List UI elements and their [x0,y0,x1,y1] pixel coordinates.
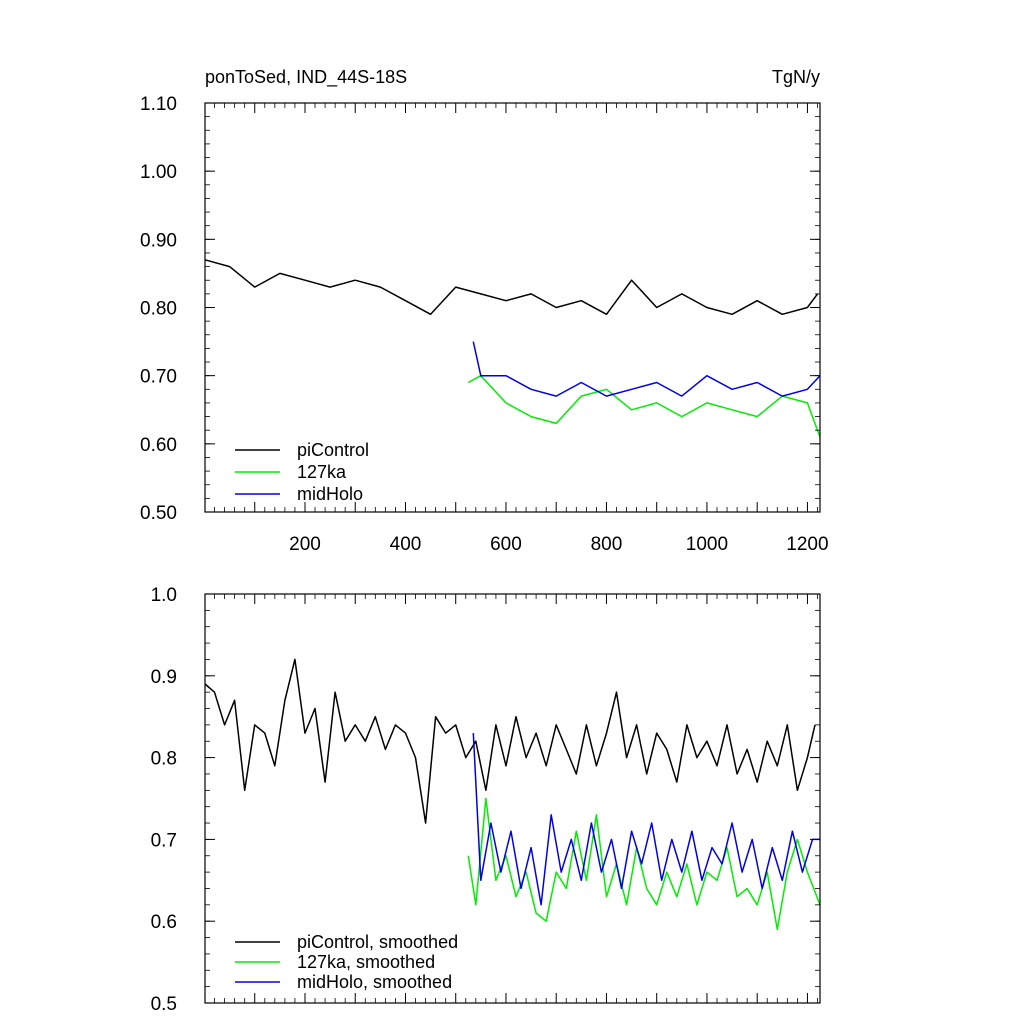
y-tick-label: 0.9 [151,667,177,688]
x-tick-label: 1000 [686,534,728,555]
y-tick-label: 0.5 [151,994,177,1015]
y-tick-label: 1.10 [140,94,177,115]
legend-label: 127ka [297,462,347,482]
x-tick-label: 200 [289,534,321,555]
legend-label: midHolo, smoothed [297,972,452,992]
series-line-midholo [472,341,821,397]
series-line-127ka-smoothed [467,797,821,931]
y-tick-label: 0.80 [140,299,177,320]
bottom-panel: 0.5 0.6 0.7 0.8 0.9 1.0 piControl, smoothed12… [151,585,821,1015]
y-tick-label: 0.7 [151,830,177,851]
legend-label: 127ka, smoothed [297,952,435,972]
x-tick-label: 1200 [786,534,828,555]
x-tick-label: 800 [591,534,623,555]
y-tick-label: 0.8 [151,749,177,770]
y-tick-label: 0.70 [140,367,177,388]
series-line-127ka [467,374,821,438]
series-line-picontrol [204,259,819,316]
top-series-group [204,259,821,438]
series-line-midholo-smoothed [472,733,820,906]
legend-label: piControl [297,440,369,460]
x-tick-label: 400 [390,534,422,555]
series-line-picontrol-smoothed [204,658,816,824]
bottom-plot-frame [204,593,821,1004]
bottom-axes: 0.5 0.6 0.7 0.8 0.9 1.0 [151,585,820,1015]
bottom-series-group [204,658,821,931]
legend-label: midHolo [297,484,363,504]
y-tick-label: 1.00 [140,162,177,183]
y-tick-label: 0.60 [140,435,177,456]
y-tick-label: 0.90 [140,230,177,251]
legend-label: piControl, smoothed [297,932,458,952]
chart-title: ponToSed, IND_44S-18S [205,67,407,88]
y-tick-label: 0.50 [140,503,177,524]
top-panel: ponToSed, IND_44S-18S TgN/y 200 400 600 800… [140,67,829,555]
top-axes: 200 400 600 800 1000 1200 0.50 0.60 0.70 0.80 0.90… [140,94,829,555]
units-label: TgN/y [772,67,820,87]
y-tick-label: 1.0 [151,585,177,606]
y-tick-label: 0.6 [151,912,177,933]
x-tick-label: 600 [490,534,522,555]
